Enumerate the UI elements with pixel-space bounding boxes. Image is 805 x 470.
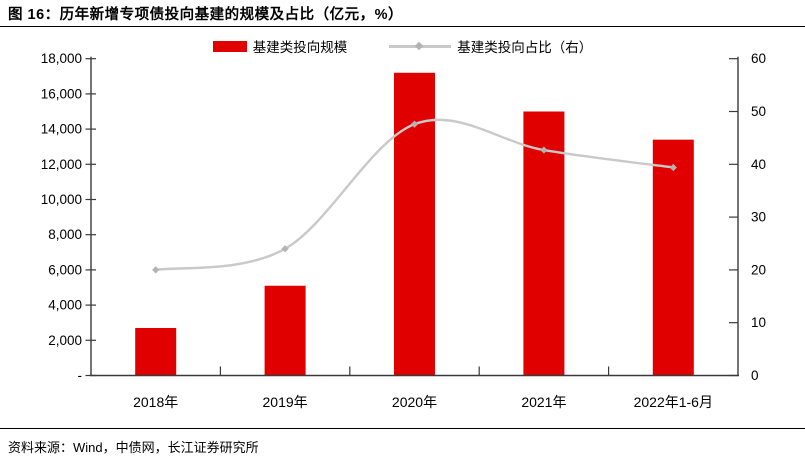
left-axis-tick-label: 16,000: [41, 86, 82, 101]
ratio-line-marker-2020年: [410, 120, 419, 128]
ratio-line-marker-2018年: [152, 266, 160, 274]
right-axis-tick-label: 10: [751, 315, 766, 330]
chart-legend: 基建类投向规模 基建类投向占比（右）: [0, 36, 805, 56]
right-axis-tick-label: 60: [751, 51, 766, 66]
bar-2021年: [523, 111, 565, 376]
ratio-line-marker-2021年: [540, 146, 548, 154]
left-axis-tick-label: 2,000: [48, 333, 82, 348]
left-axis-tick-label: 18,000: [41, 51, 82, 66]
left-axis-tick-label: 4,000: [48, 298, 82, 313]
legend-item-bar: 基建类投向规模: [212, 36, 348, 56]
left-axis-tick-label: -: [78, 368, 83, 383]
title-divider: [0, 26, 805, 27]
bar-2018年: [135, 327, 177, 376]
x-axis-category-label: 2018年: [133, 394, 178, 410]
footer-divider: [0, 428, 805, 429]
ratio-line-marker-2019年: [281, 245, 289, 253]
left-axis-tick-label: 6,000: [48, 262, 82, 277]
left-axis-tick-label: 8,000: [48, 227, 82, 242]
bar-2020年: [394, 72, 435, 376]
bar-2019年: [264, 285, 306, 376]
left-axis-tick-label: 12,000: [41, 157, 82, 172]
right-axis-tick-label: 0: [751, 368, 759, 383]
source-note: 资料来源：Wind，中债网，长江证券研究所: [8, 440, 259, 455]
legend-line-swatch-icon: [389, 41, 452, 52]
x-axis-category-label: 2019年: [263, 394, 308, 410]
legend-line-label: 基建类投向占比（右）: [457, 40, 593, 55]
bar-2022年1-6月: [652, 139, 694, 376]
left-axis-tick-label: 14,000: [41, 122, 82, 137]
ratio-line-marker-2022年1-6月: [669, 163, 677, 172]
legend-bar-label: 基建类投向规模: [252, 40, 348, 55]
figure-title: 图 16：历年新增专项债投向基建的规模及占比（亿元，%）: [8, 7, 404, 23]
right-axis-tick-label: 20: [751, 262, 766, 277]
legend-item-line: 基建类投向占比（右）: [389, 36, 592, 56]
right-axis-tick-label: 50: [751, 104, 766, 119]
x-axis-category-label: 2020年: [392, 394, 437, 410]
left-axis-tick-label: 10,000: [41, 192, 82, 207]
legend-bar-swatch-icon: [212, 40, 247, 52]
right-axis-tick-label: 40: [751, 157, 766, 172]
right-axis-tick-label: 30: [751, 210, 766, 225]
x-axis-category-label: 2022年1-6月: [634, 394, 713, 410]
x-axis-category-label: 2021年: [521, 394, 566, 410]
